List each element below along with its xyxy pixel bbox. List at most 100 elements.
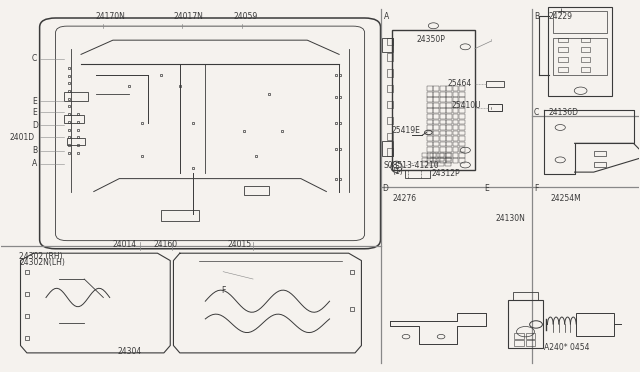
Bar	[440, 114, 445, 119]
Bar	[429, 153, 436, 157]
Bar	[440, 97, 445, 102]
Bar	[427, 147, 433, 152]
Bar	[580, 38, 590, 42]
Bar	[244, 186, 269, 195]
Text: F: F	[221, 286, 226, 295]
Bar	[446, 109, 452, 113]
Bar	[452, 92, 458, 97]
Bar	[446, 103, 452, 108]
Bar	[446, 86, 452, 91]
Bar	[446, 125, 452, 130]
Text: 24302N(LH): 24302N(LH)	[19, 258, 65, 267]
Bar	[383, 38, 393, 52]
Bar	[437, 153, 444, 157]
Bar	[580, 47, 590, 52]
Bar	[452, 97, 458, 102]
Text: B: B	[534, 12, 540, 21]
Bar	[452, 119, 458, 124]
Bar	[558, 57, 568, 62]
Text: 24312P: 24312P	[431, 169, 460, 177]
Text: 24170N: 24170N	[96, 12, 125, 22]
Bar	[446, 147, 452, 152]
Bar	[427, 97, 433, 102]
Bar	[459, 136, 465, 141]
Text: 24350P: 24350P	[417, 35, 445, 44]
Bar	[486, 81, 504, 87]
Bar	[440, 158, 445, 163]
Text: 25464: 25464	[447, 79, 472, 88]
Bar	[404, 170, 430, 178]
Bar	[558, 47, 568, 52]
Bar	[452, 109, 458, 113]
Bar	[452, 136, 458, 141]
Bar	[459, 114, 465, 119]
Text: 24136D: 24136D	[548, 108, 578, 117]
Bar	[440, 136, 445, 141]
Bar	[594, 161, 607, 167]
Bar	[459, 142, 465, 147]
Text: S08513-41210: S08513-41210	[384, 161, 439, 170]
Bar	[161, 210, 199, 221]
Text: A240* 0454: A240* 0454	[544, 343, 590, 352]
Bar	[452, 114, 458, 119]
Bar	[459, 92, 465, 97]
Text: F: F	[534, 185, 538, 193]
Bar	[446, 119, 452, 124]
Bar	[387, 101, 394, 108]
Bar	[433, 158, 439, 163]
Bar	[392, 30, 475, 170]
Bar	[437, 162, 444, 166]
Bar	[387, 132, 394, 140]
Text: (1): (1)	[392, 167, 403, 176]
Text: C: C	[534, 108, 540, 117]
Bar	[459, 97, 465, 102]
Bar	[433, 86, 439, 91]
Bar	[440, 131, 445, 135]
Bar	[452, 158, 458, 163]
Text: 24130N: 24130N	[495, 214, 525, 223]
Bar	[437, 158, 444, 161]
Bar	[429, 158, 436, 161]
Bar	[440, 153, 445, 158]
Bar	[445, 158, 451, 161]
Bar	[440, 103, 445, 108]
Bar	[429, 162, 436, 166]
Text: 24302 (RH): 24302 (RH)	[19, 252, 63, 262]
Bar	[387, 38, 394, 45]
Bar	[459, 131, 465, 135]
Bar	[440, 125, 445, 130]
Bar	[433, 92, 439, 97]
Text: B: B	[32, 147, 37, 155]
Bar	[459, 86, 465, 91]
Bar	[459, 125, 465, 130]
Text: S: S	[394, 162, 399, 171]
Bar	[558, 38, 568, 42]
Bar	[459, 147, 465, 152]
Bar	[433, 109, 439, 113]
Text: 24304: 24304	[117, 347, 141, 356]
Bar	[446, 92, 452, 97]
Text: D: D	[32, 121, 38, 129]
Bar	[440, 86, 445, 91]
Bar	[580, 57, 590, 62]
Bar	[446, 114, 452, 119]
Bar	[64, 115, 84, 123]
Bar	[452, 153, 458, 158]
Bar	[440, 147, 445, 152]
Bar	[459, 158, 465, 163]
Bar	[446, 142, 452, 147]
Text: 24014: 24014	[113, 240, 137, 249]
Bar	[446, 136, 452, 141]
Text: 24276: 24276	[393, 195, 417, 203]
Bar	[452, 147, 458, 152]
Text: 24229: 24229	[548, 12, 572, 21]
Bar	[427, 114, 433, 119]
Bar	[422, 158, 428, 161]
Bar	[64, 92, 88, 101]
Bar	[446, 158, 452, 163]
Bar	[387, 69, 394, 77]
Bar	[433, 147, 439, 152]
Text: 25419E: 25419E	[392, 126, 420, 135]
Bar	[459, 153, 465, 158]
Bar	[445, 153, 451, 157]
